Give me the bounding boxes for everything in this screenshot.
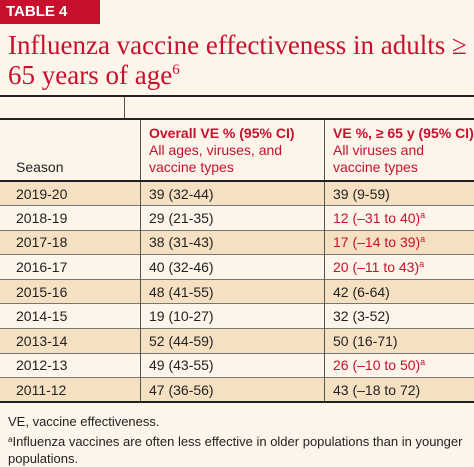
header-spacer: [0, 97, 474, 118]
table-row: 2011-12 47 (36-56) 43 (–18 to 72): [0, 377, 474, 403]
season-cell: 2014-15: [16, 308, 68, 325]
older-ve-value: 26 (–10 to 50): [333, 357, 421, 374]
overall-ve-cell: 48 (41-55): [140, 279, 325, 304]
season-cell: 2016-17: [16, 259, 68, 276]
older-ve-value: 39 (9-59): [333, 185, 390, 202]
table-title-text: Influenza vaccine effectiveness in adult…: [8, 30, 467, 90]
column-header-season-label: Season: [16, 159, 64, 175]
older-ve-cell: 12 (–31 to 40)a: [324, 205, 474, 231]
footnote-marker: a: [420, 357, 426, 368]
older-ve-cell: 43 (–18 to 72): [324, 377, 474, 403]
table-row: 2015-16 48 (41-55) 42 (6-64): [0, 279, 474, 304]
column-header-older-subtitle: All viruses and vaccine types: [333, 142, 425, 175]
overall-ve-cell: 52 (44-59): [140, 328, 325, 354]
season-cell: 2017-18: [16, 234, 68, 251]
older-ve-cell: 20 (–11 to 43)a: [324, 254, 474, 280]
overall-ve-cell: 29 (21-35): [140, 205, 325, 231]
older-ve-cell: 17 (–14 to 39)a: [324, 230, 474, 255]
footnote-a: aInfluenza vaccines are often less effec…: [8, 433, 468, 467]
column-header-older-title: VE %, ≥ 65 y (95% CI): [333, 125, 474, 141]
older-ve-value: 20 (–11 to 43): [333, 259, 420, 276]
overall-ve-cell: 40 (32-46): [140, 254, 325, 280]
table-row: 2014-15 19 (10-27) 32 (3-52): [0, 303, 474, 329]
table-row: 2019-20 39 (32-44) 39 (9-59): [0, 181, 474, 206]
table-row: 2016-17 40 (32-46) 20 (–11 to 43)a: [0, 254, 474, 280]
season-cell: 2019-20: [16, 185, 68, 202]
column-header-older: VE %, ≥ 65 y (95% CI) All viruses and va…: [324, 119, 474, 181]
overall-ve-cell: 39 (32-44): [140, 181, 325, 206]
table-row: 2017-18 38 (31-43) 17 (–14 to 39)a: [0, 230, 474, 255]
overall-ve-cell: 49 (43-55): [140, 353, 325, 378]
footnote-marker: a: [420, 234, 426, 245]
column-divider: [124, 97, 125, 118]
season-cell: 2012-13: [16, 357, 68, 374]
overall-ve-cell: 19 (10-27): [140, 303, 325, 329]
older-ve-cell: 26 (–10 to 50)a: [324, 353, 474, 378]
season-cell: 2011-12: [16, 381, 67, 398]
footnote-a-text: Influenza vaccines are often less effect…: [8, 434, 463, 466]
table-top-rule: [0, 95, 474, 97]
season-cell: 2013-14: [16, 332, 68, 349]
footnote-marker: a: [420, 209, 426, 220]
reference-superscript: 6: [172, 62, 180, 78]
older-ve-value: 32 (3-52): [333, 308, 390, 325]
older-ve-cell: 32 (3-52): [324, 303, 474, 329]
table-row: 2018-19 29 (21-35) 12 (–31 to 40)a: [0, 205, 474, 231]
header-row: Season Overall VE % (95% CI) All ages, v…: [0, 119, 474, 181]
older-ve-cell: 42 (6-64): [324, 279, 474, 304]
season-cell: 2015-16: [16, 283, 68, 300]
footnote-abbreviation: VE, vaccine effectiveness.: [8, 414, 160, 429]
table-body: 2019-20 39 (32-44) 39 (9-59) 2018-19 29 (21-…: [0, 181, 474, 403]
table-row: 2012-13 49 (43-55) 26 (–10 to 50)a: [0, 353, 474, 378]
older-ve-value: 50 (16-71): [333, 332, 398, 349]
older-ve-cell: 39 (9-59): [324, 181, 474, 206]
footnote-marker: a: [419, 259, 425, 270]
table-label: TABLE 4: [0, 0, 100, 24]
column-header-overall-subtitle: All ages, viruses, and vaccine types: [149, 142, 283, 175]
table-title: Influenza vaccine effectiveness in adult…: [8, 30, 468, 90]
column-header-overall-title: Overall VE % (95% CI): [149, 125, 295, 141]
season-cell: 2018-19: [16, 209, 68, 226]
table-row: 2013-14 52 (44-59) 50 (16-71): [0, 328, 474, 354]
older-ve-cell: 50 (16-71): [324, 328, 474, 354]
older-ve-value: 12 (–31 to 40): [333, 209, 421, 226]
effectiveness-table: Season Overall VE % (95% CI) All ages, v…: [0, 118, 474, 403]
older-ve-value: 17 (–14 to 39): [333, 234, 421, 251]
footnote-marker: a: [8, 435, 13, 444]
column-header-season: Season: [0, 119, 141, 181]
overall-ve-cell: 38 (31-43): [140, 230, 325, 255]
older-ve-value: 43 (–18 to 72): [333, 381, 421, 398]
overall-ve-cell: 47 (36-56): [140, 377, 325, 403]
older-ve-value: 42 (6-64): [333, 283, 390, 300]
column-header-overall: Overall VE % (95% CI) All ages, viruses,…: [140, 119, 325, 181]
